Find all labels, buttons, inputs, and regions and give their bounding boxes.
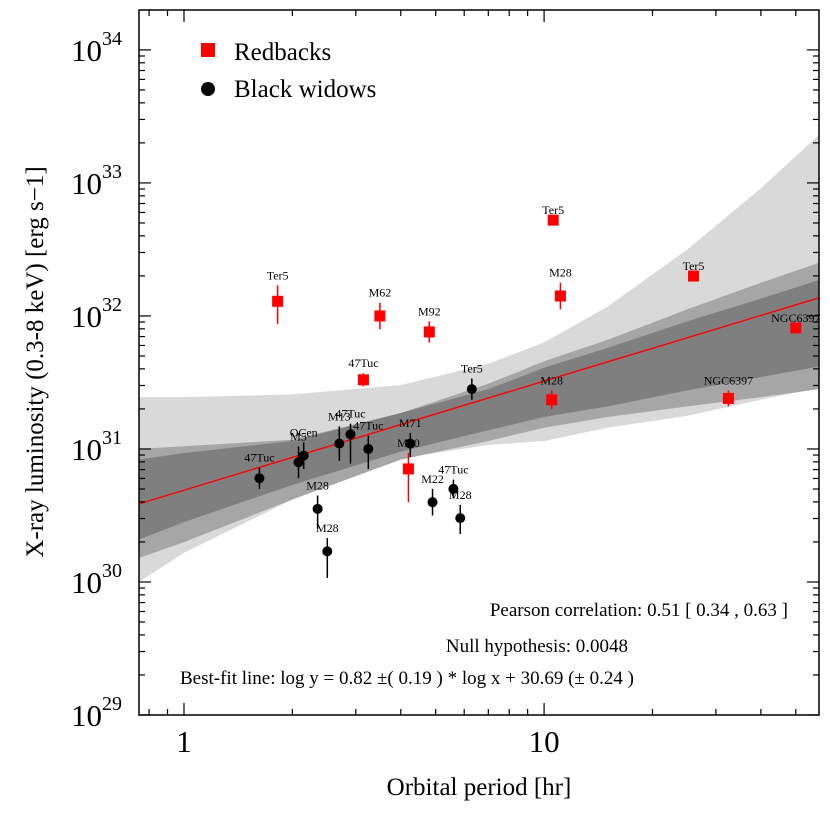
x-tick-label: 1 [176, 724, 192, 759]
point-labels: Ter5 M62 M92 47Tuc M30 Ter5 M28 M28 Ter5 NGC6397 N… [244, 203, 820, 535]
point-label: M71 [399, 416, 422, 430]
legend: Redbacks Black widows [201, 39, 376, 103]
y-tick-label: 10 32 [71, 294, 122, 334]
black-widow-point [466, 384, 477, 395]
point-label: M13 [328, 409, 351, 423]
y-tick-label: 10 29 [71, 693, 122, 733]
best-fit-line [139, 297, 819, 505]
legend-black-widows-label: Black widows [234, 76, 376, 103]
y-tick-base: 10 [71, 299, 102, 334]
redback-point [790, 322, 802, 334]
point-label: NGC6397 [704, 373, 753, 387]
redback-point [374, 310, 386, 322]
fit-line-layer [139, 297, 819, 505]
best-fit-line-text: Best-fit line: log y = 0.82 ±( 0.19 ) * … [180, 668, 634, 689]
y-tick-exponent: 29 [102, 693, 122, 715]
point-label: M28 [306, 479, 329, 493]
point-label: M62 [369, 286, 392, 300]
point-label: M28 [540, 373, 563, 387]
point-label: NGC6397 [771, 311, 820, 325]
point-label: 47Tuc [244, 451, 274, 465]
point-label: 47Tuc [438, 463, 468, 477]
black-widow-point [293, 457, 304, 468]
black-widow-point [334, 438, 345, 449]
point-label: Ter5 [683, 259, 705, 273]
black-widow-point [448, 483, 459, 494]
redback-point [722, 392, 734, 404]
point-label: 47Tuc [348, 356, 378, 370]
y-tick-label: 10 34 [71, 28, 122, 68]
axis-ticks [139, 10, 819, 716]
confidence-bands [139, 135, 819, 582]
y-tick-exponent: 32 [102, 294, 122, 316]
point-label: M28 [316, 521, 339, 535]
black-widow-point [363, 443, 374, 454]
point-label: Ter5 [461, 361, 483, 375]
y-tick-base: 10 [71, 33, 102, 68]
data-points [254, 214, 802, 557]
black-widow-point [455, 513, 466, 524]
legend-black-widows-marker [201, 82, 215, 96]
point-label: 47Tuc [353, 419, 383, 433]
y-tick-exponent: 34 [102, 28, 122, 50]
confidence-band-inner [139, 280, 819, 540]
point-label: 47Tuc [335, 407, 365, 421]
y-tick-base: 10 [71, 432, 102, 467]
point-label: M30 [397, 436, 420, 450]
y-tick-label: 10 33 [71, 161, 122, 201]
y-tick-base: 10 [71, 565, 102, 600]
y-tick-exponent: 33 [102, 161, 122, 183]
black-widow-point [312, 503, 323, 514]
y-tick-label: 10 30 [71, 560, 122, 600]
redback-point [423, 326, 435, 338]
pearson-correlation-text: Pearson correlation: 0.51 [ 0.34 , 0.63 … [490, 600, 788, 621]
redback-point [547, 214, 559, 226]
redback-point [688, 270, 700, 282]
black-widow-point [322, 546, 333, 557]
y-tick-exponent: 31 [102, 427, 122, 449]
legend-redbacks-label: Redbacks [234, 39, 331, 66]
point-label: M28 [549, 266, 572, 280]
redback-point [272, 295, 284, 307]
x-axis-title: Orbital period [hr] [387, 774, 572, 801]
y-tick-base: 10 [71, 698, 102, 733]
redback-point [357, 374, 369, 386]
plot-frame [138, 9, 820, 716]
y-tick-base: 10 [71, 166, 102, 201]
point-label: M28 [449, 488, 472, 502]
y-tick-label: 10 31 [71, 427, 122, 467]
y-tick-exponent: 30 [102, 560, 122, 582]
black-widow-point [405, 438, 416, 449]
point-label: Ter5 [542, 203, 564, 217]
y-axis-title: X-ray luminosity (0.3-8 keV) [erg s−1] [22, 166, 49, 557]
x-tick-label: 10 [529, 724, 560, 759]
point-label: M5 [290, 429, 307, 443]
point-label: OCen [290, 425, 318, 439]
redback-point [402, 463, 414, 475]
black-widow-point [427, 497, 438, 508]
point-label: M22 [421, 472, 444, 486]
black-widow-point [254, 473, 265, 484]
black-widow-point [345, 429, 356, 440]
legend-redbacks-marker [201, 43, 215, 57]
point-label: M92 [418, 304, 441, 318]
redback-point [554, 290, 566, 302]
redback-point [546, 394, 558, 406]
null-hypothesis-text: Null hypothesis: 0.0048 [446, 636, 628, 657]
point-label: Ter5 [267, 268, 289, 282]
